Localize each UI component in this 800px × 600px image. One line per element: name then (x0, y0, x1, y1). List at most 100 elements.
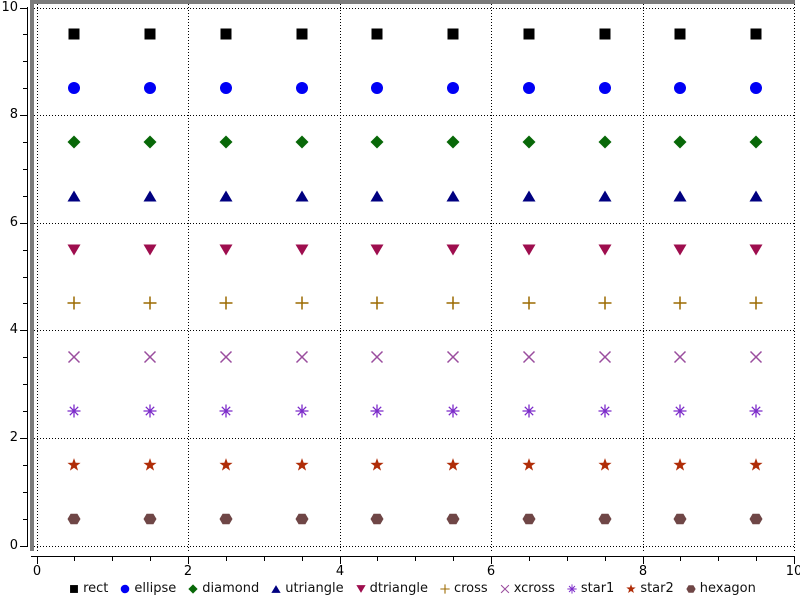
legend-label-star1: star1 (580, 581, 615, 596)
y-minor-tick (23, 277, 27, 278)
y-tick-label: 10 (1, 0, 18, 15)
legend-item: star2 (626, 581, 674, 597)
legend-label-utriangle: utriangle (285, 581, 344, 596)
dtriangle-icon (355, 585, 366, 593)
legend-item: diamond (188, 581, 259, 597)
xcross-icon (371, 351, 384, 364)
marker-cross (219, 296, 233, 310)
marker-ellipse (143, 81, 157, 95)
marker-rect (295, 27, 309, 41)
marker-utriangle (446, 189, 460, 203)
y-axis-line (27, 7, 28, 547)
star1-icon (370, 404, 384, 418)
star1-icon (567, 584, 577, 594)
ellipse-icon (371, 82, 384, 95)
legend-label-ellipse: ellipse (134, 581, 177, 596)
y-minor-tick (23, 492, 27, 493)
ellipse-icon (219, 82, 232, 95)
marker-star2 (673, 457, 687, 472)
dtriangle-icon (446, 244, 460, 256)
star1-icon (143, 404, 157, 418)
y-major-tick (20, 546, 27, 547)
marker-hexagon (143, 512, 157, 526)
cross-icon (749, 296, 763, 310)
marker-xcross (370, 350, 384, 364)
ellipse-icon (674, 82, 687, 95)
xcross-icon (674, 351, 687, 364)
marker-xcross (598, 350, 612, 364)
utriangle-icon (522, 190, 536, 202)
x-minor-tick (718, 557, 719, 561)
marker-diamond (143, 135, 157, 149)
legend-item: xcross (500, 581, 555, 597)
legend-item: ellipse (120, 581, 176, 597)
cross-icon (219, 296, 233, 310)
ellipse-icon (750, 82, 763, 95)
y-major-tick (20, 438, 27, 439)
y-minor-tick (23, 411, 27, 412)
legend-item: cross (440, 581, 488, 597)
gridline-vertical (340, 4, 341, 551)
legend-item: star1 (567, 581, 614, 597)
star2-icon (598, 457, 612, 471)
gridline-horizontal (34, 330, 795, 331)
x-minor-tick (567, 557, 568, 561)
utriangle-icon (219, 190, 233, 202)
hexagon-icon (143, 513, 157, 524)
rect-icon (144, 28, 156, 40)
xcross-icon (500, 584, 509, 594)
x-tick-label: 6 (486, 564, 496, 579)
marker-cross (370, 296, 384, 310)
marker-diamond (522, 135, 536, 149)
hexagon-icon (522, 513, 536, 524)
hexagon-icon (686, 585, 696, 593)
y-minor-tick (23, 61, 27, 62)
y-minor-tick (23, 303, 27, 304)
x-minor-tick (226, 557, 227, 561)
marker-dtriangle (749, 243, 763, 257)
gridline-vertical (188, 4, 189, 551)
diamond-icon (598, 135, 612, 149)
rect-icon (296, 28, 308, 40)
marker-ellipse (67, 81, 81, 95)
marker-hexagon (673, 512, 687, 526)
marker-hexagon (219, 512, 233, 526)
marker-cross (295, 296, 309, 310)
cross-icon (143, 296, 157, 310)
marker-dtriangle (598, 243, 612, 257)
ellipse-icon (295, 82, 308, 95)
hexagon-icon (370, 513, 384, 524)
marker-utriangle (219, 189, 233, 203)
marker-hexagon (749, 512, 763, 526)
gridline-vertical (491, 4, 492, 551)
marker-cross (67, 296, 81, 310)
utriangle-icon (749, 190, 763, 202)
cross-icon (440, 584, 450, 594)
x-minor-tick (150, 557, 151, 561)
x-minor-tick (377, 557, 378, 561)
hexagon-icon (219, 513, 233, 524)
marker-cross (446, 296, 460, 310)
y-major-tick (20, 223, 27, 224)
star2-icon (370, 457, 384, 471)
diamond-icon (67, 135, 81, 149)
marker-star2 (446, 457, 460, 472)
dtriangle-icon (673, 244, 687, 256)
x-minor-tick (605, 557, 606, 561)
dtriangle-icon (598, 244, 612, 256)
x-major-tick (340, 557, 341, 564)
marker-star2 (370, 457, 384, 472)
marker-utriangle (295, 189, 309, 203)
dtriangle-icon (370, 244, 384, 256)
marker-star2 (598, 457, 612, 472)
x-tick-label: 2 (183, 564, 193, 579)
marker-ellipse (673, 81, 687, 95)
x-tick-label: 0 (32, 564, 42, 579)
marker-xcross (749, 350, 763, 364)
marker-hexagon (67, 512, 81, 526)
y-tick-label: 8 (9, 107, 18, 122)
marker-dtriangle (219, 243, 233, 257)
marker-ellipse (295, 81, 309, 95)
rect-icon (68, 28, 80, 40)
